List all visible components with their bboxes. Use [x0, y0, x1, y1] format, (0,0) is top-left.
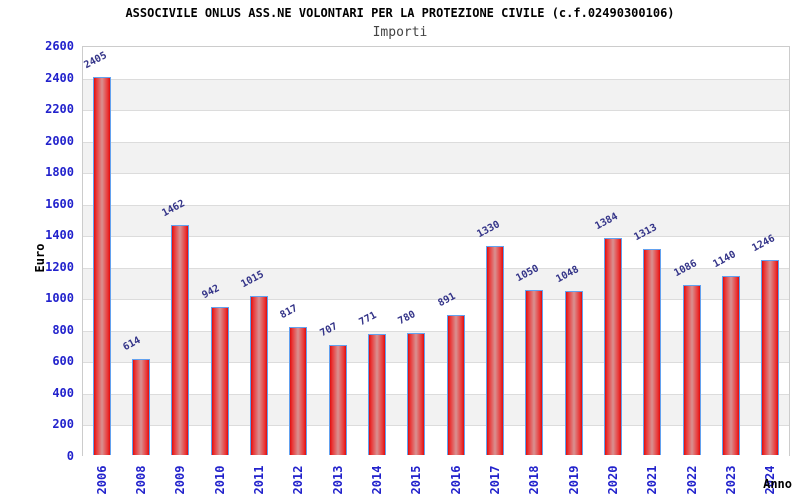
bar-2012	[289, 327, 308, 455]
y-tick-label: 400	[52, 385, 74, 400]
bar-2011	[250, 295, 268, 455]
grid-band	[83, 425, 789, 457]
grid-line	[83, 330, 789, 332]
grid-band	[83, 204, 789, 237]
grid-line	[83, 78, 789, 80]
x-tick-label: 2016	[448, 465, 463, 495]
y-tick-label: 1000	[45, 291, 74, 306]
y-tick-label: 1800	[45, 165, 74, 180]
grid-band	[83, 362, 789, 394]
grid-band	[83, 141, 789, 174]
x-tick-label: 2018	[527, 465, 542, 495]
x-tick-label: 2009	[173, 465, 188, 495]
chart-subtitle: Importi	[372, 25, 428, 40]
y-tick-label: 2200	[45, 102, 74, 117]
bar-2018	[525, 290, 544, 455]
y-tick-label: 0	[66, 449, 74, 463]
bar-2006	[92, 76, 111, 455]
grid-line	[83, 236, 789, 238]
x-tick-label: 2021	[645, 465, 660, 495]
y-tick-label: 1200	[45, 259, 74, 274]
y-tick-label: 200	[52, 417, 74, 432]
grid-line	[83, 393, 789, 395]
grid-line	[83, 173, 789, 175]
y-tick-label: 2000	[45, 133, 74, 148]
grid-band	[83, 78, 789, 111]
grid-band	[83, 267, 789, 300]
grid-line	[83, 110, 789, 112]
bar-2015	[407, 333, 426, 455]
grid-line	[83, 299, 789, 301]
bar-2010	[210, 307, 229, 455]
plot-area	[82, 46, 790, 457]
x-tick-label: 2011	[252, 465, 266, 495]
grid-band	[83, 173, 789, 205]
x-tick-label: 2017	[488, 465, 502, 495]
x-tick-label: 2010	[212, 465, 227, 495]
grid-line	[83, 204, 789, 206]
x-tick-label: 2015	[409, 465, 424, 495]
y-tick-label: 2600	[45, 39, 74, 53]
x-tick-label: 2008	[134, 465, 148, 495]
grid-line	[83, 425, 789, 427]
x-axis-title: Anno	[763, 477, 792, 491]
grid-band	[83, 47, 789, 79]
y-tick-label: 600	[52, 354, 74, 369]
grid-line	[83, 141, 789, 143]
y-axis-title: Euro	[33, 243, 47, 273]
bar-2023	[722, 276, 740, 455]
y-tick-label: 1600	[45, 196, 74, 211]
grid-band	[83, 236, 789, 268]
bar-2022	[682, 284, 701, 455]
bar-2013	[328, 344, 347, 455]
chart-title: ASSOCIVILE ONLUS ASS.NE VOLONTARI PER LA…	[125, 6, 675, 20]
y-tick-label: 1400	[45, 228, 74, 243]
grid-band	[83, 299, 789, 331]
grid-band	[83, 393, 789, 426]
x-tick-label: 2012	[291, 465, 306, 495]
bar-2019	[564, 290, 583, 455]
grid-line	[83, 362, 789, 364]
bar-2020	[604, 237, 622, 455]
grid-band	[83, 330, 789, 363]
x-tick-label: 2023	[724, 465, 738, 495]
x-tick-label: 2020	[606, 465, 620, 495]
bar-2014	[368, 334, 386, 455]
x-tick-label: 2013	[330, 465, 345, 495]
x-tick-label: 2022	[684, 465, 699, 495]
bar-2021	[643, 248, 662, 455]
bar-2017	[486, 246, 504, 455]
y-tick-label: 800	[52, 322, 74, 337]
y-tick-label: 2400	[45, 70, 74, 85]
x-tick-label: 2006	[94, 465, 109, 495]
grid-band	[83, 110, 789, 142]
bar-2016	[446, 315, 465, 455]
x-tick-label: 2014	[370, 465, 384, 495]
bar-2009	[171, 225, 190, 455]
bar-2024	[761, 259, 780, 455]
bar-2008	[132, 359, 150, 455]
grid-line	[83, 267, 789, 269]
x-tick-label: 2019	[566, 465, 581, 495]
